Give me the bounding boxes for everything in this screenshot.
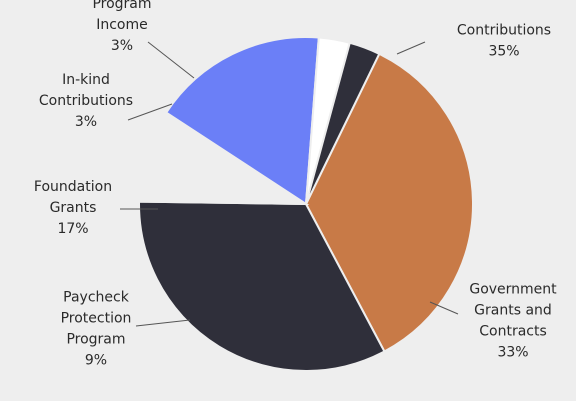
slice-percent-label: 9% bbox=[85, 353, 107, 369]
slice-name-label: Grants and bbox=[474, 303, 552, 319]
slice-name-label: Grants bbox=[50, 200, 97, 216]
slice-percent-label: 3% bbox=[75, 114, 97, 130]
leader-line bbox=[396, 41, 426, 55]
slice-percent-label: 35% bbox=[488, 44, 519, 60]
slice-percent-label: 3% bbox=[111, 38, 133, 54]
slice-name-label: In-kind bbox=[62, 72, 110, 88]
leader-line bbox=[147, 41, 195, 79]
slice-label: Contributions 35% bbox=[457, 23, 551, 60]
slice-name-label: Program bbox=[92, 0, 151, 12]
leader-line bbox=[135, 319, 191, 327]
slice-percent-label: 17% bbox=[57, 221, 88, 237]
slice-name-label: Protection bbox=[61, 311, 132, 327]
slice-name-label: Government bbox=[469, 282, 557, 298]
slice-name-label: Contracts bbox=[479, 324, 547, 340]
pie-slice bbox=[138, 200, 386, 372]
slice-label: Foundation Grants 17% bbox=[34, 179, 112, 237]
slice-name-label: Contributions bbox=[457, 23, 551, 39]
slice-percent-label: 33% bbox=[497, 345, 528, 361]
pie-slice bbox=[305, 41, 381, 205]
leader-line bbox=[429, 301, 459, 315]
slice-name-label: Paycheck bbox=[63, 290, 130, 306]
leader-line bbox=[127, 103, 173, 121]
slice-label: Paycheck Protection Program 9% bbox=[61, 290, 132, 369]
pie-slice bbox=[304, 52, 474, 353]
slice-name-label: Program bbox=[66, 332, 125, 348]
slice-label: In-kind Contributions 3% bbox=[39, 72, 133, 130]
slice-name-label: Foundation bbox=[34, 179, 112, 195]
slice-label: Government Grants and Contracts 33% bbox=[469, 282, 557, 361]
pie-slice bbox=[138, 111, 310, 206]
slice-name-label: Income bbox=[96, 17, 148, 33]
slice-label: Program Income 3% bbox=[92, 0, 151, 54]
slice-name-label: Contributions bbox=[39, 93, 133, 109]
pie-slice bbox=[164, 36, 320, 206]
